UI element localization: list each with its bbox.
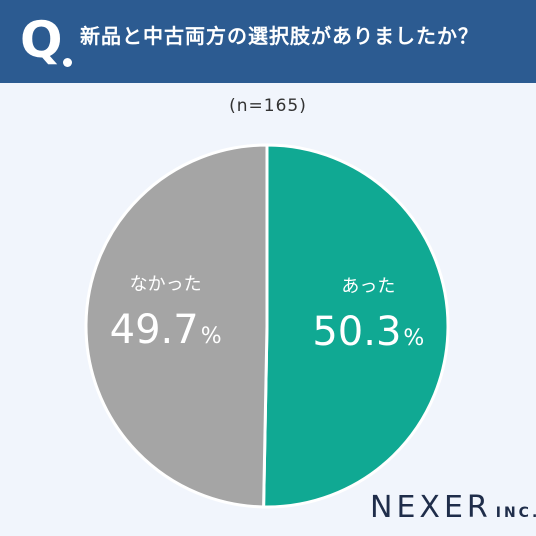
question-mark-dot xyxy=(63,58,72,67)
slice-category-label-1: なかった xyxy=(130,274,202,295)
slice-value-label-0: 50.3% xyxy=(312,309,424,355)
pie-slice-1 xyxy=(84,143,269,509)
question-title: 新品と中古両方の選択肢がありましたか？ xyxy=(80,24,479,48)
slice-value-label-1: 49.7% xyxy=(110,307,222,353)
sample-size-label: (n=165) xyxy=(229,96,307,116)
question-mark: Q xyxy=(20,11,63,69)
pie-slice-0 xyxy=(262,143,450,509)
brand-logo: NEXER INC. xyxy=(370,488,536,533)
slice-category-label-0: あった xyxy=(341,276,395,297)
brand-suffix: INC. xyxy=(495,505,536,521)
question-header: Q 新品と中古両方の選択肢がありましたか？ xyxy=(0,0,536,83)
brand-name: NEXER xyxy=(370,490,492,525)
